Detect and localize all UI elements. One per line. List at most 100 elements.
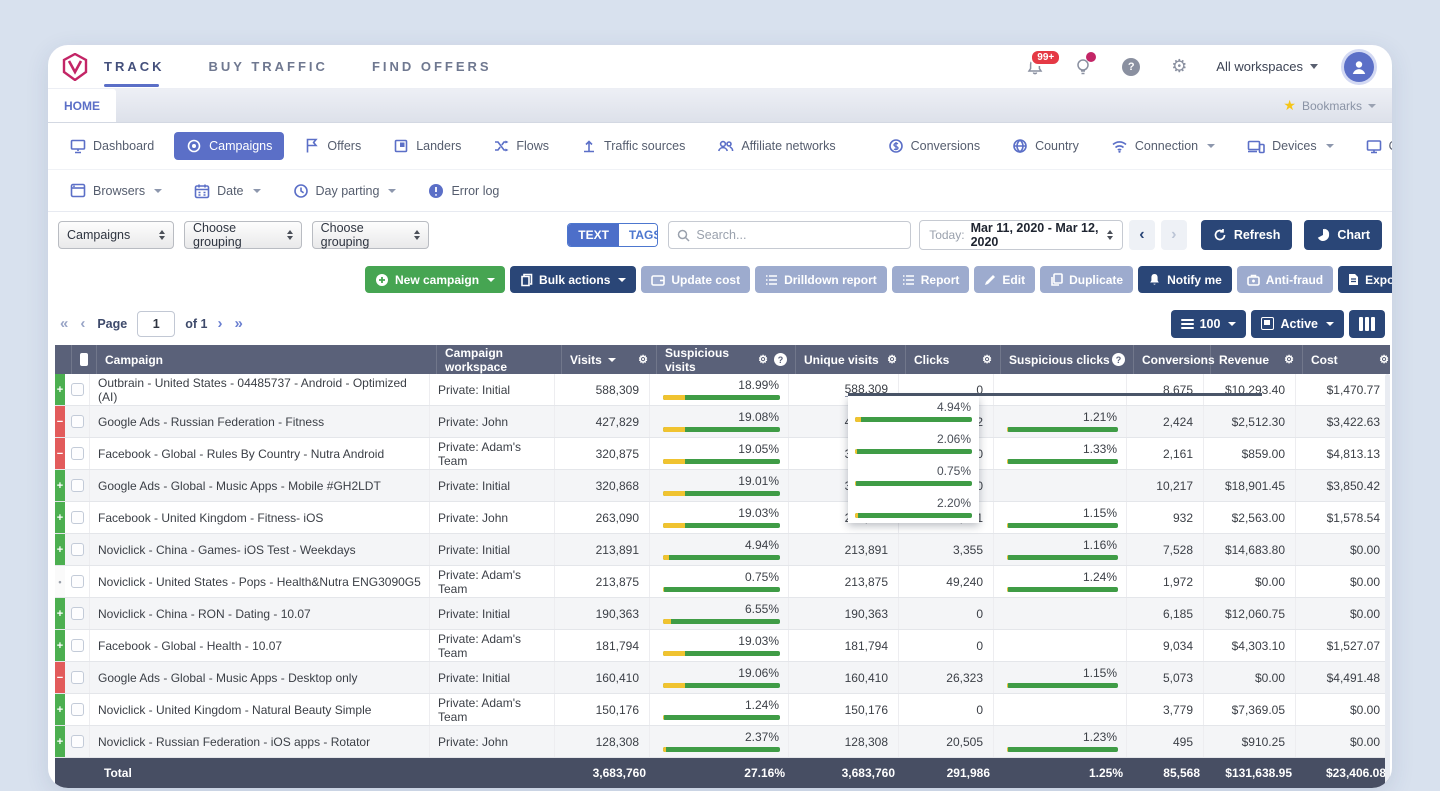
table-row[interactable]: − Google Ads - Russian Federation - Fitne…: [55, 406, 1390, 438]
col-clicks[interactable]: Clicks ⚙: [906, 345, 1001, 374]
table-row[interactable]: • Noviclick - United States - Pops - Heal…: [55, 566, 1390, 598]
notify-me-button[interactable]: Notify me: [1138, 266, 1232, 293]
nav-landers[interactable]: Landers: [381, 132, 473, 160]
chart-button[interactable]: Chart: [1304, 220, 1383, 250]
grouping-select-1[interactable]: Choose grouping: [184, 221, 302, 249]
bulk-actions-button[interactable]: Bulk actions: [510, 266, 637, 293]
vertical-scrollbar[interactable]: [1385, 374, 1390, 788]
campaign-name[interactable]: Facebook - United Kingdom - Fitness- iOS: [90, 502, 430, 533]
campaign-name[interactable]: Facebook - Global - Rules By Country - N…: [90, 438, 430, 469]
table-row[interactable]: + Noviclick - China - Games- iOS Test - W…: [55, 534, 1390, 566]
status-filter-button[interactable]: Active: [1251, 309, 1344, 338]
nav-dashboard[interactable]: Dashboard: [58, 132, 166, 160]
table-row[interactable]: + Noviclick - China - RON - Dating - 10.0…: [55, 598, 1390, 630]
campaign-name[interactable]: Facebook - Global - Health - 10.07: [90, 630, 430, 661]
campaign-name[interactable]: Noviclick - Russian Federation - iOS app…: [90, 726, 430, 757]
select-all-checkbox[interactable]: [72, 345, 97, 374]
gear-icon[interactable]: ⚙: [1379, 354, 1389, 366]
columns-button[interactable]: [1349, 309, 1385, 338]
tab-home[interactable]: HOME: [48, 89, 116, 122]
col-unique-visits[interactable]: Unique visits ⚙: [796, 345, 906, 374]
report-button[interactable]: Report: [891, 266, 970, 293]
nav-os[interactable]: OS: [1354, 133, 1392, 160]
row-checkbox[interactable]: [65, 726, 90, 757]
campaign-name[interactable]: Google Ads - Global - Music Apps - Mobil…: [90, 470, 430, 501]
nav-connection[interactable]: Connection: [1099, 133, 1227, 159]
campaign-name[interactable]: Noviclick - United Kingdom - Natural Bea…: [90, 694, 430, 725]
gear-icon[interactable]: ⚙: [1284, 354, 1294, 366]
table-row[interactable]: + Outbrain - United States - 04485737 - A…: [55, 374, 1390, 406]
row-checkbox[interactable]: [65, 534, 90, 565]
gear-icon[interactable]: ⚙: [638, 354, 648, 366]
table-row[interactable]: + Google Ads - Global - Music Apps - Mobi…: [55, 470, 1390, 502]
date-next-button[interactable]: ›: [1160, 220, 1187, 250]
row-checkbox[interactable]: [65, 566, 90, 597]
date-range-picker[interactable]: Today: Mar 11, 2020 - Mar 12, 2020: [919, 220, 1123, 250]
table-row[interactable]: − Facebook - Global - Rules By Country - …: [55, 438, 1390, 470]
anti-fraud-button[interactable]: Anti-fraud: [1236, 266, 1334, 293]
col-revenue[interactable]: Revenue ⚙: [1211, 345, 1303, 374]
nav-error-log[interactable]: Error log: [416, 177, 511, 205]
export-button[interactable]: Export: [1338, 266, 1392, 293]
nav-devices[interactable]: Devices: [1235, 133, 1345, 160]
toggle-text[interactable]: TEXT: [568, 224, 619, 246]
bulb-icon[interactable]: [1072, 51, 1097, 78]
col-campaign[interactable]: Campaign: [97, 345, 437, 374]
col-conversions[interactable]: Conversions: [1134, 345, 1215, 374]
gear-icon[interactable]: ⚙: [982, 354, 992, 366]
prev-page-button[interactable]: ‹: [80, 315, 86, 332]
toggle-tags[interactable]: TAGS: [618, 224, 658, 246]
nav-conversions[interactable]: Conversions: [876, 132, 992, 160]
campaign-name[interactable]: Google Ads - Russian Federation - Fitnes…: [90, 406, 430, 437]
row-checkbox[interactable]: [65, 694, 90, 725]
nav-find-offers[interactable]: FIND OFFERS: [371, 59, 492, 74]
first-page-button[interactable]: «: [60, 315, 69, 332]
update-cost-button[interactable]: Update cost: [641, 266, 751, 293]
next-page-button[interactable]: ›: [217, 315, 223, 332]
table-row[interactable]: + Facebook - United Kingdom - Fitness- iO…: [55, 502, 1390, 534]
table-row[interactable]: − Google Ads - Global - Music Apps - Desk…: [55, 662, 1390, 694]
nav-browsers[interactable]: Browsers: [58, 177, 174, 204]
gear-icon[interactable]: ⚙: [758, 354, 768, 366]
bell-icon[interactable]: 99+: [1024, 48, 1062, 78]
last-page-button[interactable]: »: [234, 315, 243, 332]
col-cost[interactable]: Cost ⚙: [1311, 352, 1389, 367]
campaign-name[interactable]: Google Ads - Global - Music Apps - Deskt…: [90, 662, 430, 693]
entity-select[interactable]: Campaigns: [58, 221, 174, 249]
nav-traffic-sources[interactable]: Traffic sources: [569, 132, 697, 160]
table-row[interactable]: + Noviclick - Russian Federation - iOS ap…: [55, 726, 1390, 758]
campaign-name[interactable]: Noviclick - China - Games- iOS Test - We…: [90, 534, 430, 565]
rows-per-page-button[interactable]: 100: [1170, 309, 1247, 338]
drilldown-report-button[interactable]: Drilldown report: [755, 266, 887, 293]
nav-country[interactable]: Country: [1000, 132, 1091, 160]
nav-day-parting[interactable]: Day parting: [281, 177, 409, 205]
row-checkbox[interactable]: [65, 630, 90, 661]
col-suspicious-clicks[interactable]: Suspicious clicks?: [1001, 345, 1134, 374]
table-row[interactable]: + Noviclick - United Kingdom - Natural Be…: [55, 694, 1390, 726]
help-icon[interactable]: ?: [1120, 56, 1142, 78]
help-icon[interactable]: ?: [1112, 353, 1125, 366]
grouping-select-2[interactable]: Choose grouping: [311, 221, 430, 249]
table-row[interactable]: + Facebook - Global - Health - 10.07 Priva…: [55, 630, 1390, 662]
gear-icon[interactable]: ⚙: [1171, 56, 1188, 76]
nav-offers[interactable]: Offers: [292, 132, 373, 160]
nav-campaigns[interactable]: Campaigns: [174, 132, 285, 160]
page-input[interactable]: [137, 310, 176, 337]
nav-affiliate-networks[interactable]: Affiliate networks: [705, 132, 847, 160]
row-checkbox[interactable]: [65, 470, 90, 501]
brand-logo-icon[interactable]: [62, 52, 88, 81]
campaign-name[interactable]: Outbrain - United States - 04485737 - An…: [90, 374, 430, 405]
row-checkbox[interactable]: [65, 374, 90, 405]
nav-flows[interactable]: Flows: [481, 132, 561, 160]
date-prev-button[interactable]: ‹: [1128, 220, 1155, 250]
row-checkbox[interactable]: [65, 406, 90, 437]
help-icon[interactable]: ?: [774, 353, 787, 366]
row-checkbox[interactable]: [65, 502, 90, 533]
edit-button[interactable]: Edit: [974, 266, 1036, 293]
search-input[interactable]: [696, 228, 903, 242]
nav-track[interactable]: TRACK: [104, 46, 165, 87]
campaign-name[interactable]: Noviclick - China - RON - Dating - 10.07: [90, 598, 430, 629]
refresh-button[interactable]: Refresh: [1200, 220, 1293, 250]
col-campaign-workspace[interactable]: Campaign workspace: [437, 345, 562, 374]
col-visits[interactable]: Visits ⚙: [562, 345, 657, 374]
